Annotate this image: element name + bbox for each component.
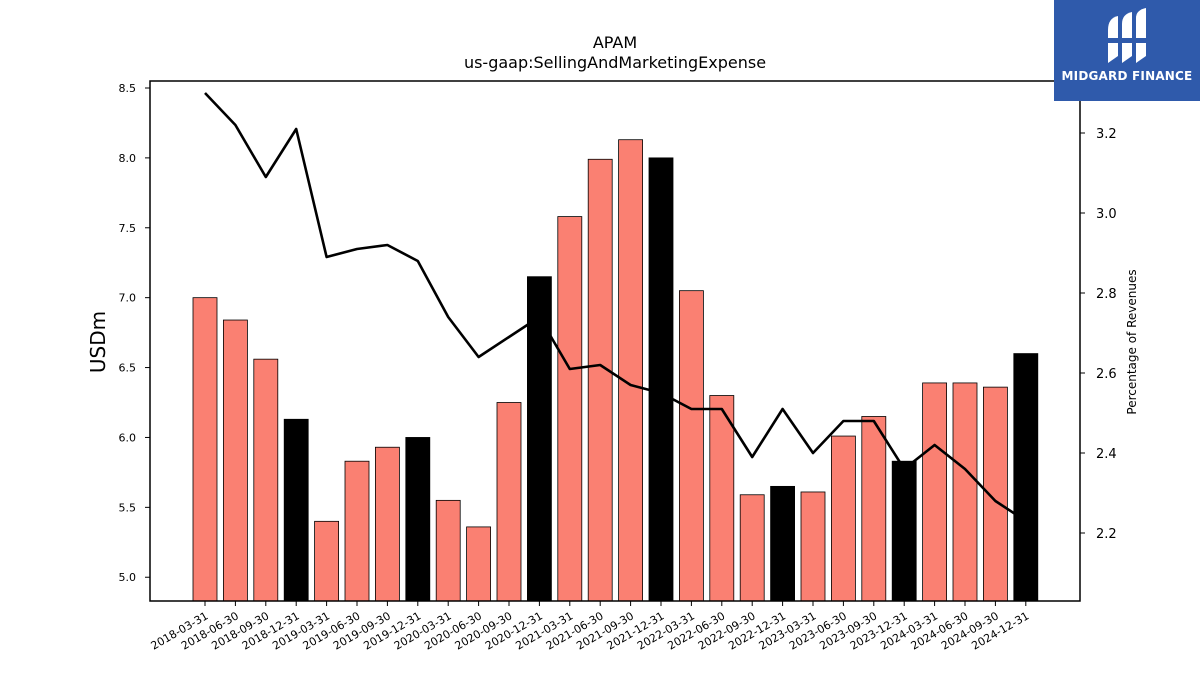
y2-tick-label: 3.2: [1096, 127, 1117, 142]
bar: [861, 416, 887, 602]
line-series: [204, 92, 1027, 523]
bar: [496, 402, 522, 602]
chart-subtitle: us-gaap:SellingAndMarketingExpense: [464, 53, 766, 72]
y2-tick-label: 2.8: [1096, 287, 1117, 302]
chart-title: APAM: [593, 33, 637, 52]
bar: [466, 526, 492, 602]
bar: [770, 485, 795, 602]
bar: [405, 437, 431, 602]
bar: [435, 499, 461, 602]
y-tick-label: 6.0: [119, 431, 137, 444]
bar: [709, 395, 735, 602]
y-tick-label: 8.5: [119, 82, 137, 95]
bar: [527, 276, 552, 602]
bar: [374, 446, 400, 602]
y-tick-label: 5.0: [119, 571, 137, 584]
bar: [922, 382, 947, 602]
midgard-m-logo-icon: [1106, 8, 1148, 63]
y-axis-label: USDm: [86, 311, 110, 373]
bar: [679, 290, 704, 602]
bar: [800, 491, 826, 602]
bar: [557, 216, 583, 602]
bar: [739, 494, 765, 602]
bar: [344, 460, 370, 602]
bar: [192, 297, 218, 602]
y2-tick-label: 2.4: [1096, 447, 1117, 462]
bar: [1013, 353, 1039, 602]
y-tick-label: 8.0: [119, 152, 137, 165]
bar: [253, 358, 279, 602]
y2-tick-label: 2.2: [1096, 527, 1117, 542]
plot-frame: [149, 80, 1081, 602]
y-tick-label: 5.5: [119, 501, 137, 514]
y-tick-label: 6.5: [119, 362, 137, 375]
y2-tick-label: 2.6: [1096, 367, 1117, 382]
line-series-path: [204, 92, 1027, 523]
y-tick-label: 7.0: [119, 292, 137, 305]
y2-axis-label: Percentage of Revenues: [1125, 269, 1139, 414]
brand-logo: MIDGARD FINANCE: [1054, 0, 1200, 101]
bar: [314, 520, 340, 602]
bar: [831, 435, 856, 602]
bar: [283, 418, 309, 602]
bar: [952, 382, 978, 602]
bar: [983, 386, 1008, 602]
brand-name: MIDGARD FINANCE: [1061, 69, 1193, 83]
y2-tick-label: 3.0: [1096, 207, 1117, 222]
bar: [648, 157, 674, 602]
bar: [587, 158, 613, 602]
bar: [618, 139, 643, 602]
y-tick-label: 7.5: [119, 222, 137, 235]
bar: [891, 460, 917, 602]
bar-series: [192, 139, 1039, 602]
bar: [222, 319, 248, 602]
